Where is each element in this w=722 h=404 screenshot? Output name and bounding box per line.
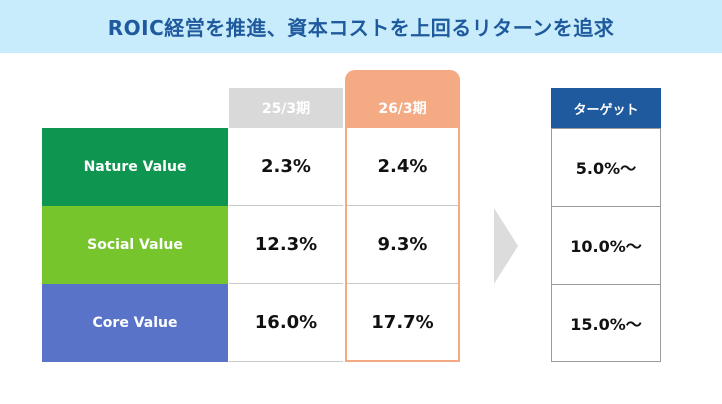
column-header-prev: 25/3期 <box>229 88 343 128</box>
column-header-current: 26/3期 <box>345 70 460 128</box>
target-box <box>551 128 661 362</box>
row-label-nature-value: Nature Value <box>42 128 228 206</box>
cell-social-current: 9.3% <box>345 206 460 284</box>
cell-nature-current: 2.4% <box>345 128 460 206</box>
cell-core-prev: 16.0% <box>229 284 343 362</box>
cell-core-current: 17.7% <box>345 284 460 362</box>
row-label-core-value: Core Value <box>42 284 228 362</box>
cell-nature-target: 5.0%〜 <box>575 159 637 178</box>
cell-nature-prev: 2.3% <box>229 128 343 206</box>
cell-social-prev: 12.3% <box>229 206 343 284</box>
cell-core-target: 15.0%〜 <box>570 315 642 334</box>
column-header-target: ターゲット <box>551 88 661 128</box>
target-divider <box>552 284 660 285</box>
chevron-right-icon <box>494 208 518 284</box>
target-divider <box>552 206 660 207</box>
page-title: ROIC経営を推進、資本コストを上回るリターンを追求 <box>107 16 615 40</box>
title-bar: ROIC経営を推進、資本コストを上回るリターンを追求 <box>0 0 722 53</box>
cell-social-target: 10.0%〜 <box>570 237 642 256</box>
row-label-social-value: Social Value <box>42 206 228 284</box>
